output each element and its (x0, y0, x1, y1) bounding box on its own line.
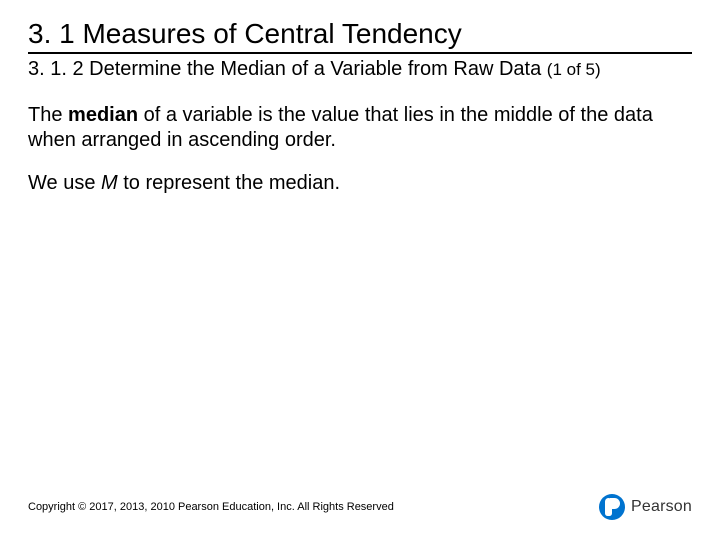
slide-footer: Copyright © 2017, 2013, 2010 Pearson Edu… (28, 494, 692, 520)
slide-content: 3. 1 Measures of Central Tendency 3. 1. … (0, 0, 720, 196)
slide-counter: (1 of 5) (547, 60, 601, 79)
brand-name: Pearson (631, 498, 692, 516)
para2-italic: M (101, 172, 118, 194)
copyright-text: Copyright © 2017, 2013, 2010 Pearson Edu… (28, 501, 394, 513)
paragraph-1: The median of a variable is the value th… (28, 103, 668, 153)
brand-logo: Pearson (599, 494, 692, 520)
slide-subtitle: 3. 1. 2 Determine the Median of a Variab… (28, 58, 541, 80)
slide-title: 3. 1 Measures of Central Tendency (28, 18, 692, 54)
para1-pre: The (28, 104, 68, 126)
para2-post: to represent the median. (118, 172, 340, 194)
pearson-icon (599, 494, 625, 520)
slide-subtitle-row: 3. 1. 2 Determine the Median of a Variab… (28, 58, 692, 81)
paragraph-2: We use M to represent the median. (28, 171, 668, 196)
para1-bold: median (68, 104, 138, 126)
para2-pre: We use (28, 172, 101, 194)
